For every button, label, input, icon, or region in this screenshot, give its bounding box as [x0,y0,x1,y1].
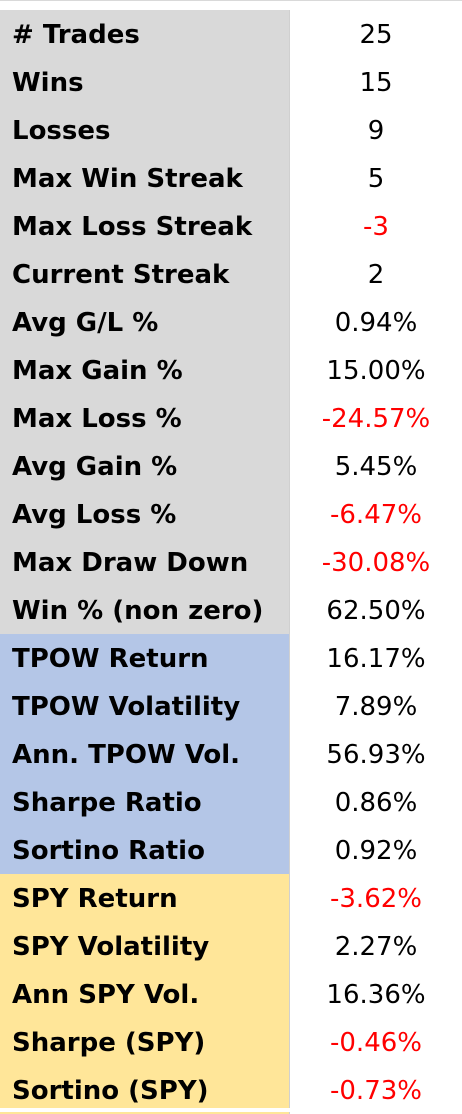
stat-value[interactable]: 2.27% [290,922,462,970]
table-row: Losses 9 [0,106,462,154]
stat-label[interactable]: TPOW Volatility [0,682,290,730]
table-row: Sharpe (SPY) -0.46% [0,1018,462,1066]
stat-label[interactable]: SPY Return [0,874,290,922]
stat-label[interactable]: Ann SPY Vol. [0,970,290,1018]
table-row: Avg Loss % -6.47% [0,490,462,538]
stat-value[interactable]: -0.73% [290,1066,462,1114]
stat-label[interactable]: Max Loss Streak [0,202,290,250]
stat-label[interactable]: Current Streak [0,250,290,298]
table-row: Current Streak 2 [0,250,462,298]
stat-value[interactable]: 25 [290,10,462,58]
stat-label[interactable]: Ann. TPOW Vol. [0,730,290,778]
stat-value[interactable]: -30.08% [290,538,462,586]
stat-value[interactable]: 5 [290,154,462,202]
top-gridline [0,0,462,1]
stat-value[interactable]: 16.36% [290,970,462,1018]
stat-label[interactable]: Losses [0,106,290,154]
stat-value[interactable]: 9 [290,106,462,154]
table-row: Sharpe Ratio 0.86% [0,778,462,826]
table-row: SPY Return -3.62% [0,874,462,922]
stat-value[interactable]: 15.00% [290,346,462,394]
table-row: Avg Gain % 5.45% [0,442,462,490]
stat-label[interactable]: Win % (non zero) [0,586,290,634]
stat-label[interactable]: Sortino (SPY) [0,1066,290,1114]
stat-value[interactable]: 0.94% [290,298,462,346]
table-row: Max Draw Down -30.08% [0,538,462,586]
bottom-edge [0,1108,462,1112]
stat-label[interactable]: # Trades [0,10,290,58]
table-row: Max Win Streak 5 [0,154,462,202]
table-row: Max Loss % -24.57% [0,394,462,442]
stat-value[interactable]: 7.89% [290,682,462,730]
stat-label[interactable]: Max Draw Down [0,538,290,586]
stat-label[interactable]: Sharpe Ratio [0,778,290,826]
stat-label[interactable]: SPY Volatility [0,922,290,970]
table-row: # Trades 25 [0,10,462,58]
table-row: TPOW Volatility 7.89% [0,682,462,730]
stat-label[interactable]: Avg Gain % [0,442,290,490]
table-row: SPY Volatility 2.27% [0,922,462,970]
stat-label[interactable]: Sortino Ratio [0,826,290,874]
stat-label[interactable]: Max Loss % [0,394,290,442]
table-row: Sortino Ratio 0.92% [0,826,462,874]
stat-label[interactable]: Max Gain % [0,346,290,394]
stat-label[interactable]: Avg G/L % [0,298,290,346]
stat-value[interactable]: 15 [290,58,462,106]
stat-value[interactable]: 5.45% [290,442,462,490]
stat-value[interactable]: 56.93% [290,730,462,778]
stat-value[interactable]: 0.92% [290,826,462,874]
stat-value[interactable]: 2 [290,250,462,298]
stat-label[interactable]: Wins [0,58,290,106]
table-row: Wins 15 [0,58,462,106]
table-row: Ann. TPOW Vol. 56.93% [0,730,462,778]
table-row: Ann SPY Vol. 16.36% [0,970,462,1018]
stat-value[interactable]: -3.62% [290,874,462,922]
stat-value[interactable]: -3 [290,202,462,250]
stat-value[interactable]: -0.46% [290,1018,462,1066]
stat-value[interactable]: 0.86% [290,778,462,826]
stat-value[interactable]: 62.50% [290,586,462,634]
table-row: Win % (non zero) 62.50% [0,586,462,634]
table-row: Max Gain % 15.00% [0,346,462,394]
stat-value[interactable]: 16.17% [290,634,462,682]
table-row: Max Loss Streak -3 [0,202,462,250]
stat-label[interactable]: TPOW Return [0,634,290,682]
stat-label[interactable]: Avg Loss % [0,490,290,538]
stat-label[interactable]: Sharpe (SPY) [0,1018,290,1066]
stat-value[interactable]: -24.57% [290,394,462,442]
stat-value[interactable]: -6.47% [290,490,462,538]
table-row: Sortino (SPY) -0.73% [0,1066,462,1114]
table-row: TPOW Return 16.17% [0,634,462,682]
stat-label[interactable]: Max Win Streak [0,154,290,202]
table-row: Avg G/L % 0.94% [0,298,462,346]
